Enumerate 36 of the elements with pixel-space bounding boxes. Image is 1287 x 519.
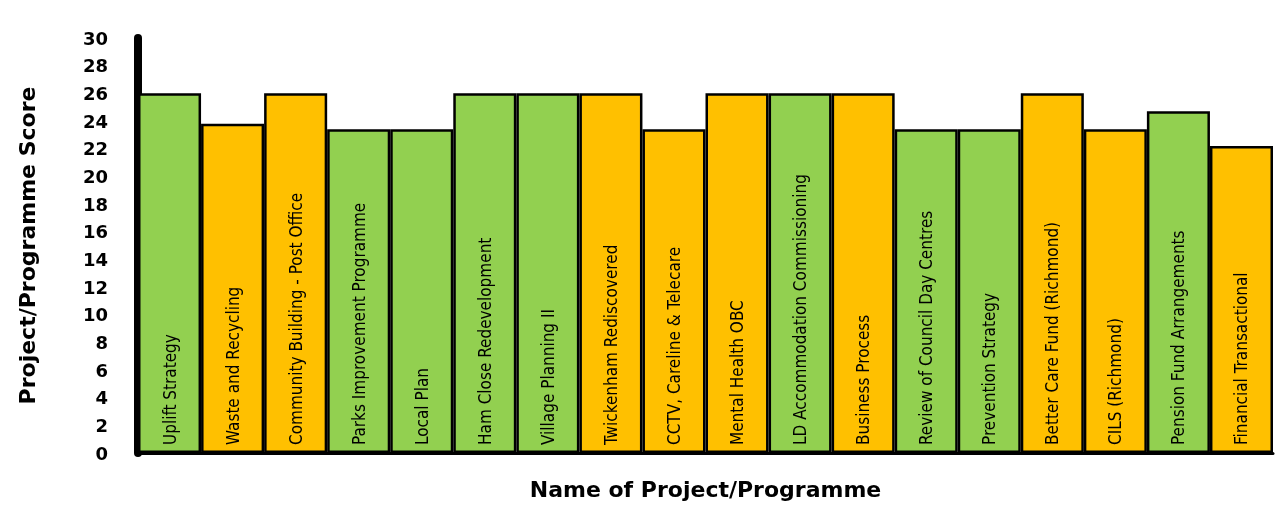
y-tick-label: 26 [82,82,108,104]
y-tick-label: 18 [82,193,108,215]
y-tick-label: 30 [82,27,108,49]
x-tick-label: CCTV, Careline & Telecare [663,246,684,445]
x-tick-label: Business Process [853,314,874,445]
x-tick-label: Waste and Recycling [222,286,243,445]
y-tick-label: 8 [95,331,108,353]
y-tick-label: 14 [82,248,108,270]
y-tick-label: 0 [95,442,108,464]
y-tick-label: 20 [82,165,108,187]
x-tick-label: Prevention Strategy [979,292,1000,445]
x-tick-label: CILS (Richmond) [1105,318,1126,445]
y-tick-label: 2 [95,414,108,436]
y-tick-label: 6 [95,359,108,381]
y-tick-label: 22 [82,138,108,160]
x-tick-label: Local Plan [411,368,432,445]
x-tick-label: Parks Improvement Programme [348,202,369,445]
x-axis-title: Name of Project/Programme [529,476,882,502]
x-tick-label: Community Building - Post Office [285,192,306,445]
x-tick-label: Twickenham Rediscovered [600,244,621,446]
y-tick-label: 12 [82,276,108,298]
x-tick-label: Review of Council Day Centres [916,210,937,445]
x-tick-label: Pension Fund Arrangements [1168,230,1189,445]
y-axis-title: Project/Programme Score [14,86,40,405]
y-tick-label: 10 [82,304,108,326]
y-tick-label: 16 [82,221,108,243]
x-tick-label: LD Accommodation Commissioning [790,174,811,445]
y-tick-label: 28 [82,55,108,77]
x-tick-label: Uplift Strategy [159,334,180,445]
y-tick-label: 4 [95,387,108,409]
x-tick-label: Village Planning II [537,309,558,445]
x-tick-label: Financial Transactional [1231,272,1252,445]
x-tick-label: Mental Health OBC [727,300,748,445]
x-tick-label: Ham Close Redevelopment [474,237,495,445]
y-tick-label: 24 [82,110,108,132]
x-tick-label: Better Care Fund (Richmond) [1042,221,1063,445]
